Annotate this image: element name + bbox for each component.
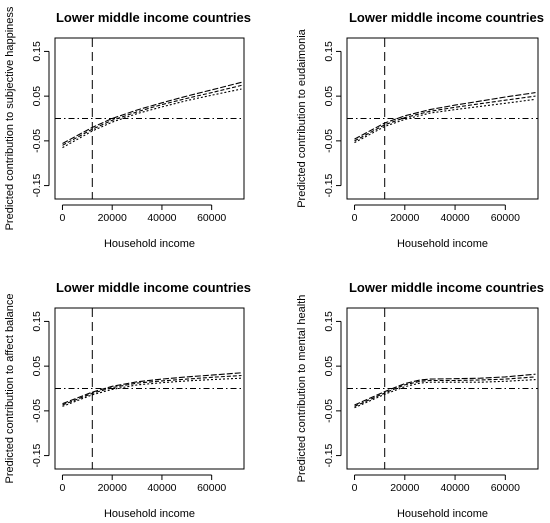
y-tick-label: 0.05	[31, 356, 43, 377]
y-axis-label: Predicted contribution to affect balance	[4, 294, 16, 484]
x-tick-label: 0	[60, 482, 66, 494]
chart-title: Lower middle income countries	[349, 10, 544, 25]
x-axis-label: Household income	[397, 508, 488, 520]
x-tick-label: 20000	[98, 212, 127, 224]
y-tick-label: -0.15	[323, 443, 335, 467]
x-axis-label: Household income	[397, 238, 488, 250]
series-line-1	[62, 377, 242, 407]
x-tick-label: 60000	[491, 482, 520, 494]
x-tick-label: 60000	[197, 482, 226, 494]
series-line-1	[62, 88, 242, 149]
chart-title: Lower middle income countries	[56, 10, 251, 25]
series-line-3	[62, 372, 242, 405]
y-tick-label: 0.15	[323, 41, 335, 62]
x-tick-label: 20000	[390, 212, 419, 224]
x-tick-label: 40000	[440, 482, 469, 494]
y-tick-label: 0.05	[323, 86, 335, 107]
chart-panel-4: Lower middle income countries 0 20000 40000…	[296, 280, 544, 520]
series-line-2	[62, 374, 242, 406]
y-axis-label: Predicted contribution to subjective hap…	[4, 6, 16, 230]
x-tick-label: 60000	[491, 212, 520, 224]
x-axis-label: Household income	[104, 238, 195, 250]
y-tick-label: -0.05	[31, 129, 43, 153]
series-line-3	[62, 81, 242, 144]
x-tick-label: 40000	[147, 482, 176, 494]
y-tick-label: 0.05	[31, 86, 43, 107]
x-tick-label: 40000	[147, 212, 176, 224]
x-tick-label: 20000	[390, 482, 419, 494]
y-tick-label: 0.15	[31, 41, 43, 62]
y-axis-label: Predicted contribution to mental health	[296, 295, 308, 483]
y-tick-label: -0.05	[323, 129, 335, 153]
y-tick-label: -0.05	[323, 399, 335, 423]
y-tick-label: 0.15	[323, 311, 335, 332]
y-tick-label: 0.05	[323, 356, 335, 377]
x-tick-label: 60000	[197, 212, 226, 224]
x-tick-label: 40000	[440, 212, 469, 224]
series-line-3	[354, 373, 536, 406]
chart-title: Lower middle income countries	[349, 280, 544, 295]
x-axis-label: Household income	[104, 508, 195, 520]
series-line-1	[354, 379, 536, 409]
y-tick-label: -0.15	[31, 173, 43, 197]
chart-title: Lower middle income countries	[56, 280, 251, 295]
x-tick-label: 0	[60, 212, 66, 224]
series-line-1	[354, 98, 536, 144]
y-tick-label: 0.15	[31, 311, 43, 332]
series-line-3	[354, 92, 536, 140]
series-line-2	[62, 84, 242, 146]
y-tick-label: -0.15	[323, 173, 335, 197]
y-axis-label: Predicted contribution to eudaimonia	[296, 28, 308, 207]
series-line-2	[354, 95, 536, 142]
x-tick-label: 20000	[98, 482, 127, 494]
chart-panel-3: Lower middle income countries 0 20000 40000…	[4, 280, 251, 520]
x-tick-label: 0	[352, 482, 358, 494]
chart-panel-1: Lower middle income countries 0 20000 40000…	[4, 6, 251, 250]
series-line-2	[354, 376, 536, 407]
y-tick-label: -0.05	[31, 399, 43, 423]
x-tick-label: 0	[352, 212, 358, 224]
chart-panel-2: Lower middle income countries 0 20000 40000…	[296, 10, 544, 250]
y-tick-label: -0.15	[31, 443, 43, 467]
